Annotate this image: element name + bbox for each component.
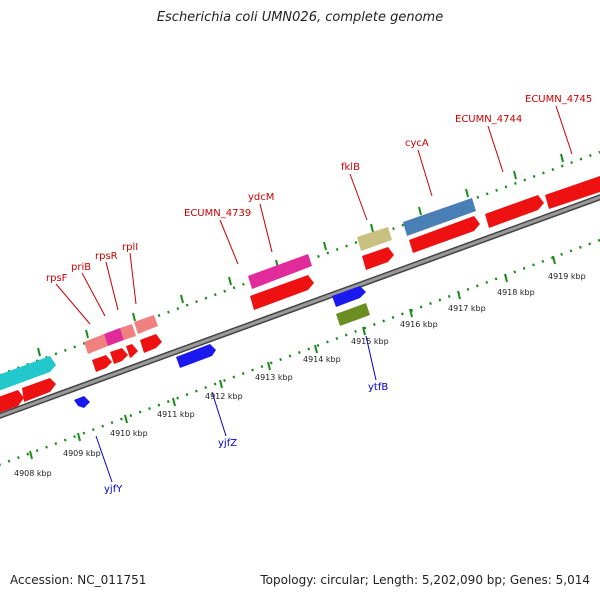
gene-block[interactable] bbox=[84, 334, 108, 354]
gene-label[interactable]: priB bbox=[71, 262, 91, 273]
gene-block[interactable] bbox=[409, 216, 480, 253]
gene-block[interactable] bbox=[362, 247, 394, 270]
gene-block[interactable] bbox=[140, 334, 162, 353]
gene-label[interactable]: fklB bbox=[341, 162, 360, 173]
gene-block[interactable] bbox=[92, 355, 112, 372]
plus-major-ticks bbox=[37, 153, 564, 357]
plus-genes bbox=[0, 176, 600, 416]
gene-label[interactable]: ECUMN_4739 bbox=[184, 208, 251, 219]
minus-tick-track bbox=[0, 238, 600, 466]
gene-label[interactable]: ECUMN_4744 bbox=[455, 114, 522, 125]
gene-block[interactable] bbox=[403, 198, 476, 236]
gene-label[interactable]: ytfB bbox=[368, 382, 388, 393]
gene-block[interactable] bbox=[357, 227, 392, 251]
minus-genes bbox=[74, 286, 370, 408]
scale-label: 4914 kbp bbox=[303, 355, 341, 364]
gene-block[interactable] bbox=[250, 275, 314, 310]
gene-block[interactable] bbox=[176, 344, 216, 368]
map-title: Escherichia coli UMN026, complete genome bbox=[156, 10, 444, 25]
gene-block[interactable] bbox=[120, 324, 136, 340]
gene-block[interactable] bbox=[248, 254, 312, 289]
genome-summary: Topology: circular; Length: 5,202,090 bp… bbox=[260, 573, 590, 587]
scale-label: 4913 kbp bbox=[255, 373, 293, 382]
gene-label[interactable]: rplI bbox=[122, 242, 138, 253]
gene-block[interactable] bbox=[332, 286, 366, 307]
gene-label[interactable]: ydcM bbox=[248, 192, 274, 203]
gene-label[interactable]: yjfZ bbox=[218, 438, 237, 449]
gene-block[interactable] bbox=[22, 378, 56, 402]
scale-label: 4911 kbp bbox=[157, 410, 195, 419]
gene-label[interactable]: yjfY bbox=[104, 484, 123, 495]
scale-label: 4918 kbp bbox=[497, 288, 535, 297]
gene-label[interactable]: cycA bbox=[405, 138, 429, 149]
plus-labels bbox=[55, 105, 573, 325]
gene-block[interactable] bbox=[134, 315, 158, 334]
gene-block[interactable] bbox=[104, 328, 124, 346]
minus-labels bbox=[95, 335, 377, 483]
gene-block[interactable] bbox=[110, 348, 128, 364]
plus-label-text: rpsF priB rpsR rplI ECUMN_4739 ydcM fklB… bbox=[46, 94, 592, 284]
gene-block[interactable] bbox=[485, 195, 544, 228]
scale-label: 4917 kbp bbox=[448, 304, 486, 313]
minus-major-ticks bbox=[29, 255, 556, 460]
gene-block[interactable] bbox=[0, 356, 56, 394]
gene-label[interactable]: ECUMN_4745 bbox=[525, 94, 592, 105]
gene-block[interactable] bbox=[126, 344, 138, 358]
scale-label: 4910 kbp bbox=[110, 429, 148, 438]
scale-label: 4919 kbp bbox=[548, 272, 586, 281]
scale-label: 4915 kbp bbox=[351, 337, 389, 346]
gene-label[interactable]: rpsF bbox=[46, 273, 68, 284]
scale-label: 4912 kbp bbox=[205, 392, 243, 401]
scale-labels: 4908 kbp 4909 kbp 4910 kbp 4911 kbp 4912… bbox=[14, 272, 586, 478]
gene-block[interactable] bbox=[336, 303, 370, 326]
scale-label: 4916 kbp bbox=[400, 320, 438, 329]
scale-label: 4909 kbp bbox=[63, 449, 101, 458]
gene-block[interactable] bbox=[0, 390, 24, 416]
accession-text: Accession: NC_011751 bbox=[10, 573, 147, 587]
gene-label[interactable]: rpsR bbox=[95, 251, 118, 262]
scale-label: 4908 kbp bbox=[14, 469, 52, 478]
gene-block[interactable] bbox=[74, 396, 90, 408]
gene-block[interactable] bbox=[545, 176, 600, 209]
genome-backbone bbox=[0, 195, 600, 418]
minus-label-text: yjfY yjfZ ytfB bbox=[104, 382, 388, 495]
